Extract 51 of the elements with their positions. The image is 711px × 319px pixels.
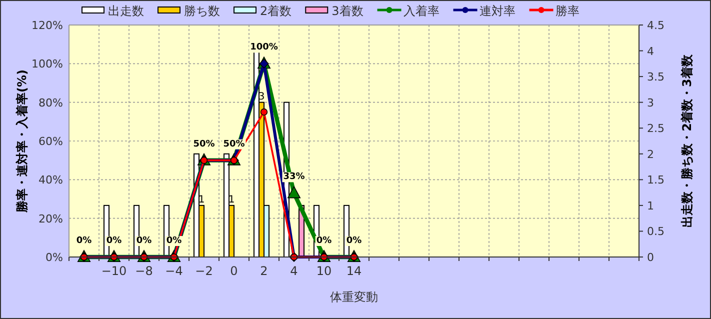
y-tick-label: 20% [38, 212, 63, 226]
data-label: 0% [76, 236, 92, 246]
y2-tick-label: 1.5 [647, 174, 664, 187]
data-label: 1 [198, 194, 205, 206]
y-tick-label: 40% [38, 174, 63, 187]
data-label: 50% [223, 139, 245, 150]
x-tick-label: 14 [346, 264, 362, 278]
legend-label: 出走数 [108, 4, 144, 18]
data-label: 33% [283, 172, 305, 182]
y2-axis-title: 出走数・勝ち数・2着数・3着数 [680, 54, 694, 228]
y-tick-label: 100% [32, 58, 63, 71]
y-axis-title: 勝率・連対率・入着率(%) [15, 70, 29, 214]
x-tick-label: −8 [135, 264, 153, 278]
data-label: 1 [228, 194, 235, 206]
data-label: 0% [346, 236, 362, 246]
y2-tick-label: 4 [647, 44, 654, 58]
x-tick-label: 2 [260, 264, 268, 278]
legend-label: 勝ち数 [184, 4, 220, 18]
y2-tick-label: 2 [647, 148, 654, 161]
y-tick-label: 120% [32, 19, 63, 32]
x-tick-label: 0 [230, 264, 238, 278]
x-tick-label: 10 [316, 264, 332, 278]
data-label: 100% [250, 42, 278, 53]
x-tick-label: 4 [290, 264, 298, 278]
data-label: 50% [193, 139, 215, 150]
data-label: 0% [106, 236, 122, 246]
y2-tick-label: 1 [647, 199, 654, 212]
y-tick-label: 60% [38, 135, 63, 148]
legend-label: 3着数 [332, 4, 364, 18]
point [260, 108, 268, 116]
legend-label: 勝率 [555, 4, 580, 18]
data-label: 0% [136, 236, 152, 246]
legend-label: 入着率 [403, 4, 440, 18]
y-tick-label: 80% [38, 96, 63, 110]
data-label: 0% [166, 236, 182, 246]
y2-tick-label: 4.5 [647, 19, 664, 32]
data-label: 0% [316, 236, 332, 246]
x-tick-label: −2 [195, 264, 213, 278]
x-tick-label: −10 [101, 264, 127, 278]
data-label: 3 [258, 91, 265, 102]
y2-tick-label: 3 [647, 96, 654, 110]
y-tick-label: 0% [46, 251, 63, 264]
legend-label: 2着数 [260, 4, 292, 18]
y2-tick-label: 0.5 [647, 225, 664, 238]
point [288, 186, 300, 198]
y2-tick-label: 0 [647, 251, 654, 264]
y2-tick-label: 2.5 [647, 122, 664, 136]
y2-tick-label: 3.5 [647, 70, 664, 84]
x-axis-title: 体重変動 [330, 290, 378, 304]
x-tick-label: −4 [165, 264, 183, 278]
legend-label: 連対率 [479, 4, 516, 18]
